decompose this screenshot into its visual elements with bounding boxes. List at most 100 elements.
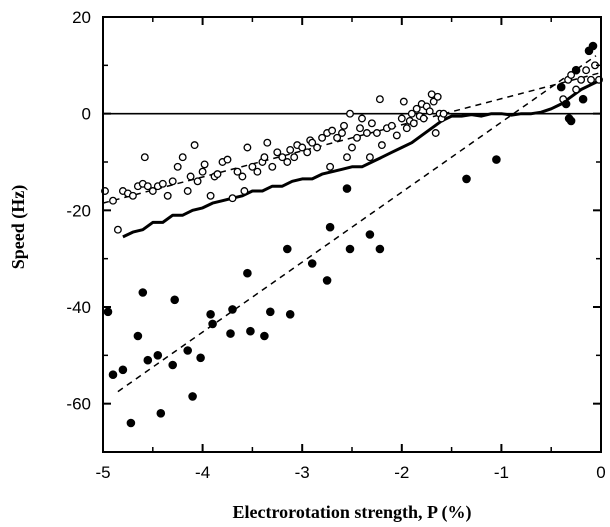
open-data-point bbox=[201, 161, 208, 168]
filled-data-point bbox=[261, 332, 269, 340]
x-tick-label: -3 bbox=[295, 463, 310, 482]
filled-data-point bbox=[376, 245, 384, 253]
open-data-point bbox=[389, 123, 396, 130]
filled-data-point bbox=[343, 185, 351, 193]
open-data-point bbox=[244, 144, 251, 151]
open-data-point bbox=[344, 154, 351, 161]
mean-speed-line bbox=[123, 80, 601, 237]
open-data-point bbox=[369, 120, 376, 127]
filled-data-point bbox=[244, 269, 252, 277]
filled-data-point bbox=[227, 330, 235, 338]
x-tick-label: -5 bbox=[95, 463, 110, 482]
plot-frame bbox=[103, 17, 601, 452]
open-data-point bbox=[291, 154, 298, 161]
open-data-point bbox=[349, 144, 356, 151]
dashed-fit-line bbox=[118, 56, 596, 392]
open-data-point bbox=[374, 130, 381, 137]
open-data-point bbox=[191, 142, 198, 149]
open-data-point bbox=[341, 123, 348, 130]
y-tick-label: -20 bbox=[66, 201, 91, 220]
points-layer bbox=[102, 42, 603, 427]
open-data-point bbox=[184, 188, 191, 195]
open-data-point bbox=[287, 147, 294, 154]
open-data-point bbox=[399, 115, 406, 122]
x-axis-title: Electrorotation strength, P (%) bbox=[233, 502, 472, 523]
open-data-point bbox=[440, 110, 447, 117]
open-data-point bbox=[394, 132, 401, 139]
lines-layer bbox=[103, 56, 601, 392]
filled-data-point bbox=[567, 117, 575, 125]
filled-data-point bbox=[493, 156, 501, 164]
filled-data-point bbox=[134, 332, 142, 340]
open-data-point bbox=[199, 168, 206, 175]
open-data-point bbox=[339, 130, 346, 137]
filled-data-point bbox=[154, 352, 162, 360]
filled-data-point bbox=[326, 223, 334, 231]
filled-data-point bbox=[366, 231, 374, 239]
x-tick-label: 0 bbox=[596, 463, 605, 482]
filled-data-point bbox=[286, 311, 294, 319]
y-tick-label: 20 bbox=[72, 8, 91, 27]
open-data-point bbox=[588, 77, 595, 84]
filled-data-point bbox=[267, 308, 275, 316]
open-data-point bbox=[187, 173, 194, 180]
open-data-point bbox=[573, 86, 580, 93]
filled-data-point bbox=[139, 289, 147, 297]
filled-data-point bbox=[284, 245, 292, 253]
y-tick-label: 0 bbox=[82, 105, 91, 124]
filled-data-point bbox=[157, 410, 165, 418]
open-data-point bbox=[359, 115, 366, 122]
open-data-point bbox=[239, 173, 246, 180]
open-data-point bbox=[169, 178, 176, 185]
open-data-point bbox=[426, 108, 433, 115]
filled-data-point bbox=[209, 320, 217, 328]
open-data-point bbox=[110, 197, 117, 204]
filled-data-point bbox=[557, 83, 565, 91]
x-tick-label: -4 bbox=[195, 463, 210, 482]
filled-data-point bbox=[109, 371, 117, 379]
filled-data-point bbox=[572, 66, 580, 74]
open-data-point bbox=[329, 127, 336, 134]
filled-data-point bbox=[197, 354, 205, 362]
x-tick-label: -2 bbox=[394, 463, 409, 482]
open-data-point bbox=[264, 139, 271, 146]
axes-layer: -5 -4 -3 -2 -1 0 20 0 -20 -40 -60 bbox=[66, 8, 605, 482]
open-data-point bbox=[241, 188, 248, 195]
filled-data-point bbox=[171, 296, 179, 304]
open-data-point bbox=[411, 120, 418, 127]
filled-data-point bbox=[562, 100, 570, 108]
open-data-point bbox=[164, 193, 171, 200]
open-data-point bbox=[354, 135, 361, 142]
filled-data-point bbox=[119, 366, 127, 374]
y-tick-label: -40 bbox=[66, 298, 91, 317]
open-data-point bbox=[314, 144, 321, 151]
open-data-point bbox=[379, 142, 386, 149]
open-data-point bbox=[229, 195, 236, 202]
open-data-point bbox=[347, 110, 354, 117]
open-data-point bbox=[578, 77, 585, 84]
open-data-point bbox=[420, 115, 427, 122]
filled-data-point bbox=[144, 356, 152, 364]
x-tick-label: -1 bbox=[494, 463, 509, 482]
filled-data-point bbox=[323, 277, 331, 285]
filled-data-point bbox=[579, 95, 587, 103]
open-data-point bbox=[179, 154, 186, 161]
dashed-fit-line bbox=[103, 73, 601, 204]
open-data-point bbox=[115, 226, 122, 233]
filled-data-point bbox=[189, 393, 197, 401]
y-tick-label: -60 bbox=[66, 395, 91, 414]
open-data-point bbox=[364, 130, 371, 137]
open-data-point bbox=[357, 125, 364, 132]
open-data-point bbox=[432, 130, 439, 137]
filled-data-point bbox=[229, 306, 237, 314]
open-data-point bbox=[174, 164, 181, 171]
open-data-point bbox=[284, 159, 291, 166]
open-data-point bbox=[401, 98, 408, 105]
y-axis-title: Speed (Hz) bbox=[8, 185, 29, 270]
filled-data-point bbox=[169, 361, 177, 369]
open-data-point bbox=[254, 168, 261, 175]
open-data-point bbox=[160, 181, 167, 188]
open-data-point bbox=[207, 193, 214, 200]
filled-data-point bbox=[346, 245, 354, 253]
